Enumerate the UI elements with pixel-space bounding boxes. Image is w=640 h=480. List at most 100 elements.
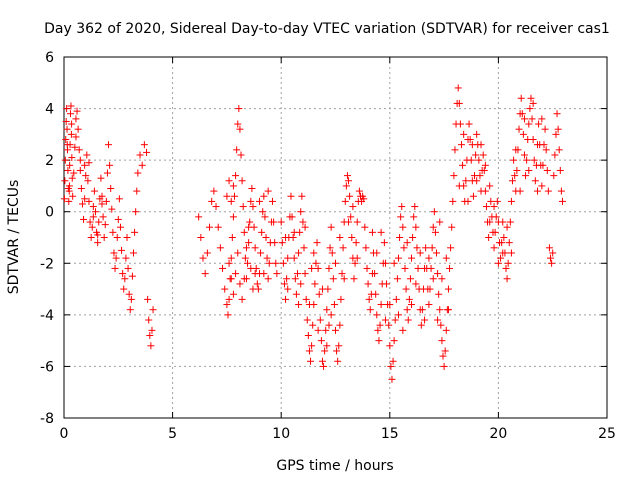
data-point: [332, 259, 339, 267]
data-point: [481, 161, 489, 169]
data-point: [148, 326, 156, 334]
data-point: [414, 264, 422, 272]
data-point: [553, 110, 561, 118]
data-point: [241, 254, 249, 262]
data-point: [405, 295, 413, 303]
data-point: [76, 156, 84, 164]
data-point: [473, 177, 481, 185]
y-tick-label: -4: [40, 308, 54, 324]
data-point: [123, 234, 131, 241]
data-point: [451, 146, 459, 154]
y-tick-label: -2: [40, 256, 54, 272]
data-point: [434, 316, 442, 324]
data-point: [63, 105, 71, 113]
data-point: [465, 120, 473, 128]
data-point: [365, 295, 373, 303]
data-point: [280, 280, 288, 288]
data-point: [229, 182, 237, 190]
data-point: [430, 208, 438, 216]
x-tick-label: 25: [598, 426, 616, 442]
data-point: [529, 99, 537, 107]
data-point: [325, 321, 333, 329]
data-point: [427, 264, 435, 272]
data-point: [78, 200, 86, 208]
data-point: [131, 228, 139, 236]
data-point: [431, 228, 439, 236]
data-point: [399, 326, 407, 334]
data-point: [429, 223, 437, 231]
data-point: [70, 169, 78, 177]
data-point: [340, 275, 348, 283]
data-point: [469, 192, 477, 200]
data-point: [115, 195, 123, 203]
data-point: [500, 234, 508, 241]
data-point: [273, 270, 281, 278]
data-point: [114, 215, 122, 223]
data-point: [413, 244, 421, 252]
data-point: [512, 146, 520, 154]
data-point: [411, 203, 419, 211]
data-point: [487, 197, 495, 205]
data-point: [133, 187, 141, 195]
data-point: [504, 259, 512, 267]
data-point: [392, 295, 400, 303]
data-point: [224, 311, 232, 319]
data-point: [119, 270, 127, 278]
data-point: [520, 151, 528, 159]
data-point: [555, 146, 563, 154]
data-point: [292, 290, 300, 298]
data-point: [507, 197, 515, 205]
data-point: [249, 285, 257, 293]
data-point: [403, 306, 411, 314]
data-point: [126, 306, 134, 314]
data-point: [297, 280, 305, 288]
data-point: [311, 280, 319, 288]
axis-ticks: 0 5 10 15 20 25 -8 -6 -4 -2 0 2 4 6: [40, 50, 616, 442]
data-point: [364, 280, 372, 288]
data-point: [404, 316, 412, 324]
y-tick-label: 4: [45, 102, 54, 118]
data-point: [235, 105, 243, 113]
data-point: [68, 174, 76, 182]
data-point: [447, 244, 455, 252]
data-point: [195, 213, 203, 221]
data-point: [374, 326, 382, 334]
data-point: [255, 197, 263, 205]
data-point: [282, 295, 290, 303]
data-point: [541, 125, 549, 133]
data-point: [491, 228, 499, 236]
data-point: [444, 306, 452, 314]
data-point: [113, 234, 121, 241]
data-point: [291, 275, 299, 283]
data-point: [219, 264, 227, 272]
data-point: [284, 254, 292, 262]
data-point: [249, 203, 257, 211]
data-point: [409, 234, 417, 241]
data-point: [386, 301, 394, 309]
data-point: [136, 151, 144, 159]
data-point: [337, 295, 345, 303]
data-point: [558, 197, 566, 205]
data-point: [350, 275, 358, 283]
data-point: [499, 249, 507, 257]
data-point: [421, 316, 429, 324]
data-point: [304, 331, 312, 339]
x-tick-label: 10: [272, 426, 290, 442]
data-point: [122, 254, 130, 262]
data-point: [130, 249, 138, 257]
data-point: [305, 301, 313, 309]
data-point: [279, 259, 287, 267]
data-point: [333, 347, 341, 355]
data-point: [138, 161, 146, 169]
data-point: [64, 166, 72, 174]
data-point: [112, 254, 120, 262]
data-point: [472, 151, 480, 159]
data-point: [438, 337, 446, 345]
data-point: [232, 172, 240, 180]
data-point: [270, 218, 278, 226]
data-point: [352, 239, 360, 247]
data-point: [492, 213, 500, 221]
grid-lines: [64, 57, 607, 418]
data-point: [124, 264, 132, 272]
data-point: [503, 223, 511, 231]
